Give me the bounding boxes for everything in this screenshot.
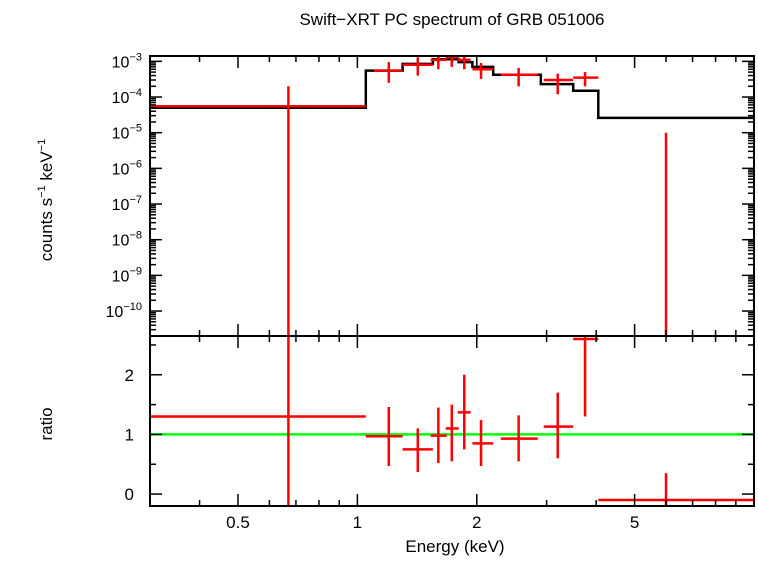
y-axis-label-spectrum: counts s−1 keV−1 — [36, 139, 56, 261]
ratio-point — [150, 336, 366, 506]
ratio-point — [402, 428, 433, 472]
y-tick-label: 10−6 — [112, 158, 142, 178]
x-tick-label: 2 — [472, 513, 481, 532]
y-tick-label: 10−4 — [112, 87, 142, 107]
x-tick-label: 5 — [630, 513, 639, 532]
spectrum-point — [150, 86, 366, 336]
bottom-panel — [150, 336, 754, 506]
ratio-point — [598, 473, 754, 506]
ratio-point — [573, 336, 599, 417]
top-panel — [150, 56, 754, 336]
y-tick-label: 10−3 — [112, 51, 142, 71]
y-tick-label: 10−10 — [106, 301, 142, 321]
spectrum-point — [543, 73, 574, 95]
ratio-tick-label: 0 — [125, 485, 134, 504]
spectrum-frame — [149, 55, 755, 337]
ratio-point — [365, 406, 403, 467]
x-tick-label: 1 — [353, 513, 362, 532]
ratio-point — [457, 374, 471, 450]
y-tick-label: 10−9 — [112, 265, 142, 285]
ratio-tick-label: 2 — [125, 366, 134, 385]
y-tick-label: 10−8 — [112, 230, 142, 250]
y-tick-label: 10−5 — [112, 123, 142, 143]
ratio-point — [472, 420, 494, 467]
spectrum-point — [402, 57, 433, 76]
y-axis-label-ratio: ratio — [37, 407, 56, 440]
ratio-point — [500, 415, 538, 462]
chart-title: Swift−XRT PC spectrum of GRB 051006 — [299, 10, 604, 29]
ratio-point — [543, 392, 574, 459]
x-tick-label: 0.5 — [226, 513, 250, 532]
ratio-frame — [149, 335, 755, 507]
y-tick-label: 10−7 — [112, 194, 142, 214]
spectrum-point — [430, 56, 447, 70]
ratio-point — [430, 407, 447, 464]
spectrum-point — [472, 62, 494, 80]
ratio-point — [445, 404, 459, 462]
spectrum-point — [573, 72, 599, 87]
model-histogram — [150, 57, 754, 120]
spectrum-point — [500, 68, 538, 87]
spectrum-point — [373, 62, 403, 83]
ratio-tick-label: 1 — [125, 425, 134, 444]
spectrum-point — [445, 56, 459, 67]
x-axis-label: Energy (keV) — [405, 537, 504, 556]
